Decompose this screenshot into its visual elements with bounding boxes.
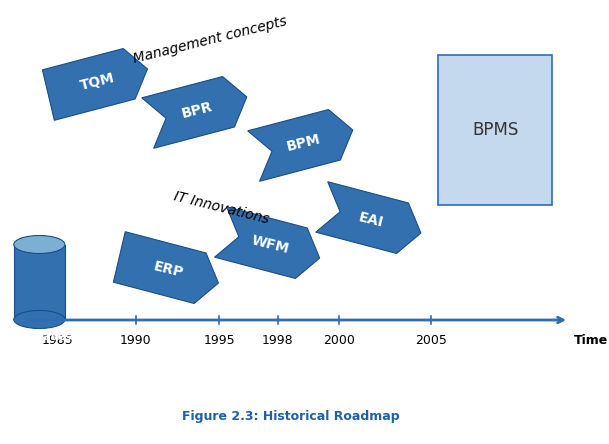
Text: Figure 2.3: Historical Roadmap: Figure 2.3: Historical Roadmap — [182, 410, 400, 423]
Polygon shape — [43, 48, 147, 120]
Text: WFM: WFM — [250, 234, 290, 257]
Polygon shape — [248, 110, 353, 181]
Text: 1995: 1995 — [203, 334, 235, 347]
Text: EAI: EAI — [357, 210, 385, 230]
Polygon shape — [214, 207, 320, 278]
Text: BPMS: BPMS — [472, 121, 518, 139]
Text: BPM: BPM — [285, 132, 322, 154]
Polygon shape — [142, 76, 247, 148]
Text: 2005: 2005 — [415, 334, 447, 347]
Text: 1998: 1998 — [262, 334, 294, 347]
Bar — [14, 245, 65, 320]
Text: Time: Time — [574, 334, 608, 347]
Text: BPR: BPR — [180, 99, 214, 121]
Text: 1985: 1985 — [41, 334, 73, 347]
Text: IT Innovations: IT Innovations — [172, 190, 270, 226]
Text: 2000: 2000 — [323, 334, 355, 347]
Bar — [438, 55, 552, 205]
Polygon shape — [113, 232, 219, 303]
Text: TQM: TQM — [79, 71, 117, 93]
Ellipse shape — [14, 235, 65, 254]
Text: 1990: 1990 — [120, 334, 152, 347]
Polygon shape — [316, 182, 421, 254]
Ellipse shape — [14, 310, 65, 329]
Text: Management concepts: Management concepts — [131, 14, 288, 66]
Text: Databases: Databases — [7, 332, 72, 342]
Text: ERP: ERP — [152, 260, 185, 281]
